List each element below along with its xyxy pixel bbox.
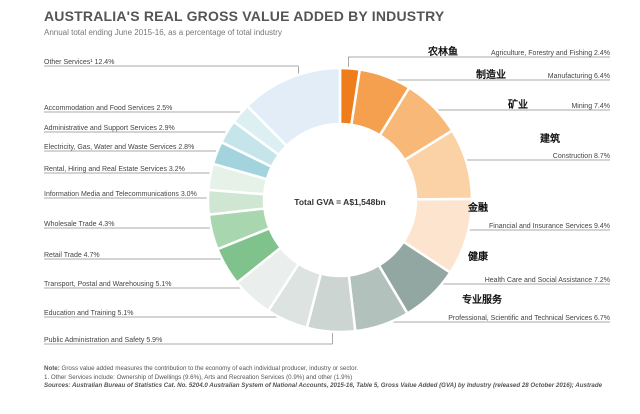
slice-cn-label-5: 健康 (468, 250, 489, 263)
slice-label-1: Manufacturing 6.4% (548, 73, 610, 80)
slice-label-2: Mining 7.4% (571, 103, 610, 110)
leader-line-4 (445, 229, 610, 232)
slice-17 (245, 66, 342, 148)
slice-label-17: Other Services¹ 12.4% (44, 59, 114, 66)
slice-label-11: Wholesale Trade 4.3% (44, 221, 114, 228)
slice-label-14: Electricity, Gas, Water and Waste Servic… (44, 144, 194, 151)
slice-label-5: Health Care and Social Assistance 7.2% (485, 277, 610, 284)
slice-label-16: Accommodation and Food Services 2.5% (44, 105, 172, 112)
chart-subtitle: Annual total ending June 2015-16, as a p… (44, 28, 282, 37)
slice-label-3: Construction 8.7% (553, 153, 610, 160)
slice-label-0: Agriculture, Forestry and Fishing 2.4% (491, 50, 610, 57)
slice-label-4: Financial and Insurance Services 9.4% (489, 223, 610, 230)
slice-cn-label-4: 金融 (467, 201, 488, 214)
slice-label-10: Retail Trade 4.7% (44, 252, 100, 259)
slice-label-13: Rental, Hiring and Real Estate Services … (44, 166, 185, 173)
slice-cn-label-1: 制造业 (476, 68, 506, 81)
chart-title: AUSTRALIA'S REAL GROSS VALUE ADDED BY IN… (44, 8, 445, 24)
slice-label-7: Public Administration and Safety 5.9% (44, 337, 162, 344)
sources: Sources: Australian Bureau of Statistics… (44, 382, 603, 390)
slice-cn-label-6: 专业服务 (462, 293, 503, 306)
slice-cn-label-0: 农林鱼 (427, 45, 458, 58)
slice-label-6: Professional, Scientific and Technical S… (448, 315, 610, 322)
leader-line-13 (44, 172, 232, 181)
footnote: 1. Other Services include: Ownership of … (44, 373, 353, 381)
slice-label-15: Administrative and Support Services 2.9% (44, 125, 175, 132)
slice-cn-label-3: 建筑 (539, 132, 560, 145)
slice-cn-label-2: 矿业 (508, 98, 528, 111)
leader-line-12 (44, 197, 231, 202)
slice-label-8: Education and Training 5.1% (44, 310, 134, 317)
note-line: Note: Gross value added measures the con… (44, 365, 359, 372)
slice-label-12: Information Media and Telecommunications… (44, 191, 197, 198)
leader-line-14 (44, 150, 238, 161)
center-label: Total GVA = A$1,548bn (294, 197, 385, 207)
notes: Note: Gross value added measures the con… (44, 365, 624, 391)
leader-line-3 (445, 159, 610, 170)
leader-line-15 (44, 131, 247, 144)
slice-label-9: Transport, Postal and Warehousing 5.1% (44, 281, 172, 288)
